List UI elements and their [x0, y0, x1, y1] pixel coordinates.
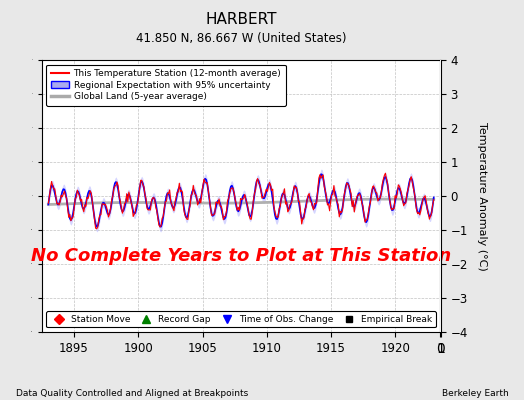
Text: Berkeley Earth: Berkeley Earth [442, 389, 508, 398]
Legend: Station Move, Record Gap, Time of Obs. Change, Empirical Break: Station Move, Record Gap, Time of Obs. C… [46, 311, 436, 328]
Text: 41.850 N, 86.667 W (United States): 41.850 N, 86.667 W (United States) [136, 32, 346, 45]
Text: Data Quality Controlled and Aligned at Breakpoints: Data Quality Controlled and Aligned at B… [16, 389, 248, 398]
Text: No Complete Years to Plot at This Station: No Complete Years to Plot at This Statio… [31, 247, 451, 265]
Text: HARBERT: HARBERT [205, 12, 277, 27]
Y-axis label: Temperature Anomaly (°C): Temperature Anomaly (°C) [477, 122, 487, 270]
